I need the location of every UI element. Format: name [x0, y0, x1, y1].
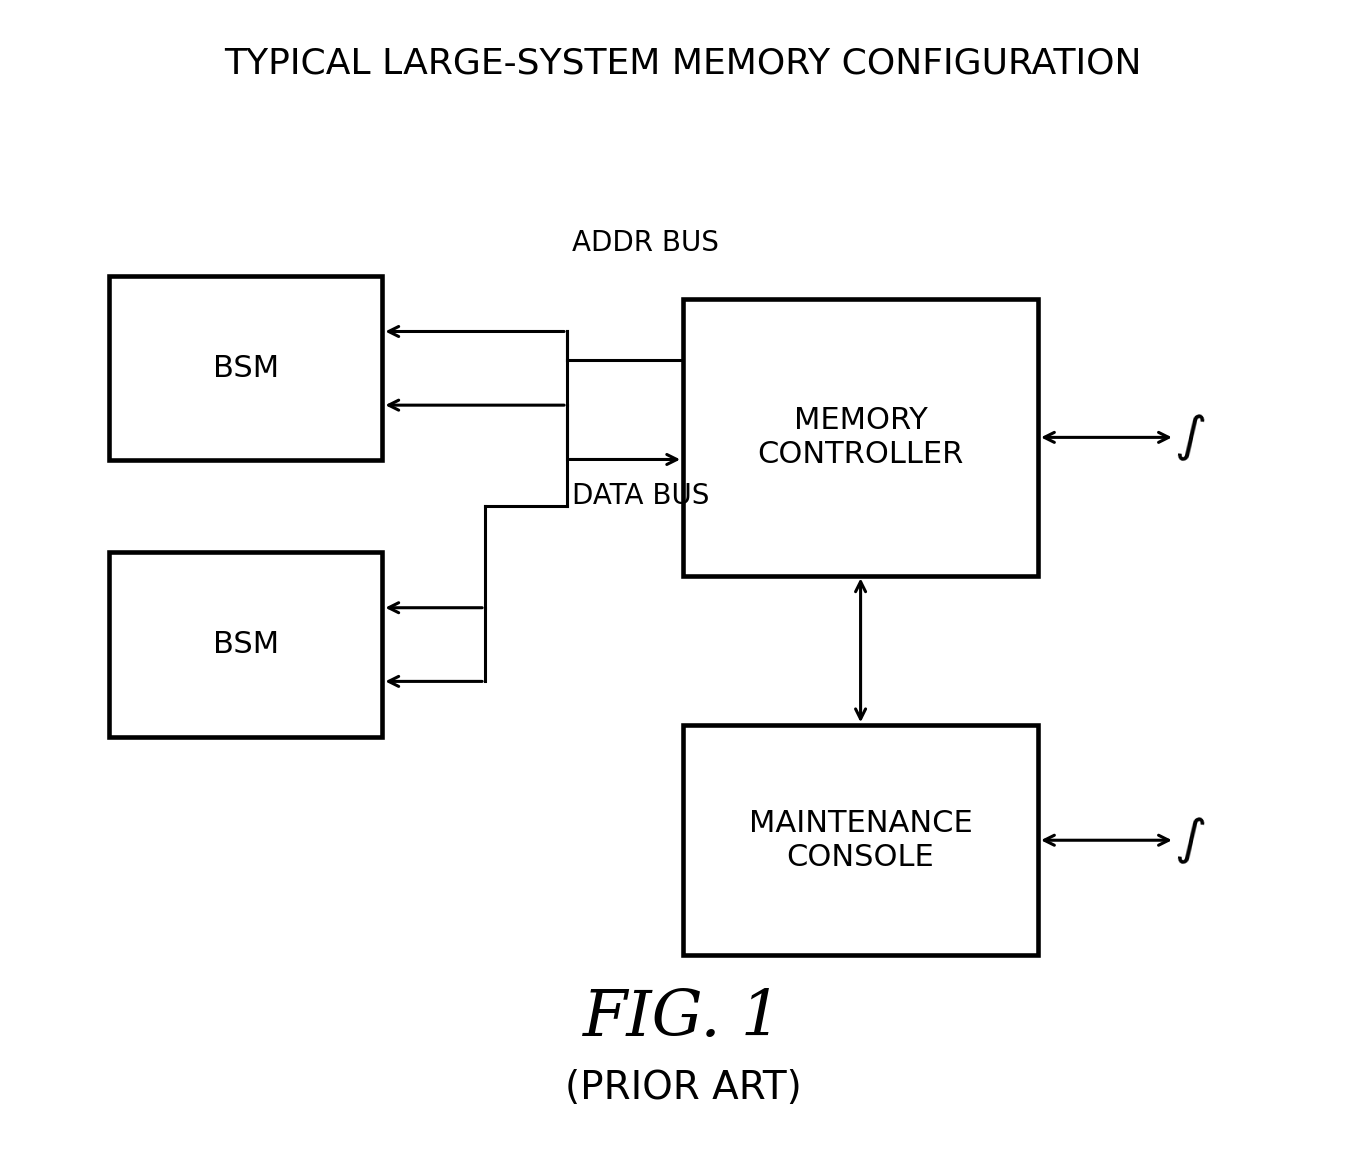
Bar — [109, 276, 382, 460]
Text: ∫: ∫ — [1173, 411, 1206, 464]
Bar — [683, 299, 1038, 576]
Bar — [109, 552, 382, 737]
Text: BSM: BSM — [213, 630, 279, 660]
Text: DATA BUS: DATA BUS — [572, 482, 709, 511]
Bar — [683, 725, 1038, 955]
Text: MAINTENANCE
CONSOLE: MAINTENANCE CONSOLE — [749, 809, 973, 871]
Text: ∫: ∫ — [1173, 814, 1206, 867]
Text: (PRIOR ART): (PRIOR ART) — [564, 1068, 802, 1107]
Text: TYPICAL LARGE-SYSTEM MEMORY CONFIGURATION: TYPICAL LARGE-SYSTEM MEMORY CONFIGURATIO… — [224, 46, 1142, 81]
Text: MEMORY
CONTROLLER: MEMORY CONTROLLER — [757, 406, 964, 468]
Text: FIG. 1: FIG. 1 — [583, 988, 783, 1050]
Text: BSM: BSM — [213, 353, 279, 383]
Text: ADDR BUS: ADDR BUS — [572, 229, 719, 257]
